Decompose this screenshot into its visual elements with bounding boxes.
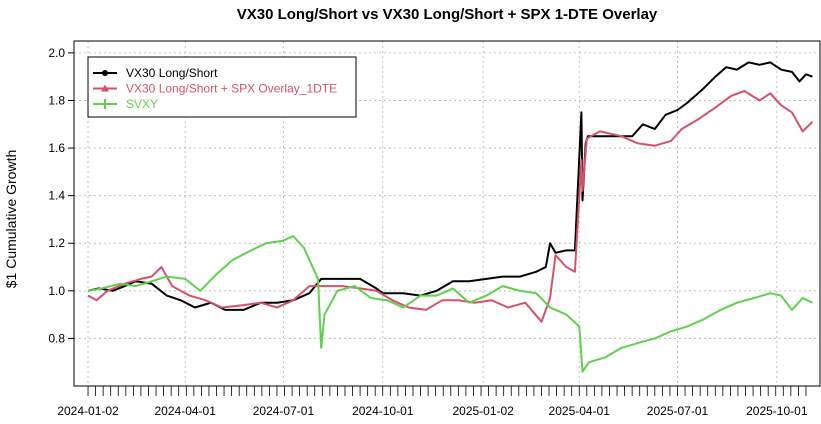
y-tick-label: 1.2 bbox=[48, 236, 65, 250]
x-tick-label: 2024-07-01 bbox=[253, 404, 315, 418]
legend-label-0: VX30 Long/Short bbox=[126, 66, 218, 80]
y-tick-label: 1.6 bbox=[48, 141, 65, 155]
legend-marker-0 bbox=[102, 70, 108, 76]
x-tick-label: 2024-04-01 bbox=[155, 404, 217, 418]
x-tick-label: 2025-10-01 bbox=[746, 404, 808, 418]
grid bbox=[74, 41, 820, 386]
series-layer bbox=[87, 61, 814, 373]
x-tick-label: 2025-07-01 bbox=[647, 404, 709, 418]
x-minor-ticks bbox=[87, 386, 807, 396]
legend-marker-1 bbox=[101, 84, 109, 92]
x-tick-label: 2024-10-01 bbox=[352, 404, 414, 418]
y-tick-label: 2.0 bbox=[48, 46, 65, 60]
x-tick-label: 2024-01-02 bbox=[57, 404, 119, 418]
legend-label-1: VX30 Long/Short + SPX Overlay_1DTE bbox=[126, 82, 337, 96]
legend-box bbox=[87, 56, 357, 118]
y-tick-label: 1.8 bbox=[48, 93, 65, 107]
x-tick-label: 2025-04-01 bbox=[549, 404, 611, 418]
plot-frame bbox=[73, 40, 821, 387]
y-axis-label: $1 Cumulative Growth bbox=[3, 150, 19, 289]
y-tick-label: 0.8 bbox=[48, 331, 65, 345]
series-line-2 bbox=[87, 235, 813, 373]
legend: VX30 Long/Short VX30 Long/Short + SPX Ove… bbox=[87, 56, 357, 118]
chart-title: VX30 Long/Short vs VX30 Long/Short + SPX… bbox=[237, 6, 658, 23]
x-tick-label: 2025-01-02 bbox=[452, 404, 514, 418]
y-tick-label: 1.4 bbox=[48, 189, 65, 203]
x-axis: 2024-01-02 2024-04-01 2024-07-01 2024-10-01… bbox=[57, 386, 808, 418]
series-line-1 bbox=[87, 90, 814, 323]
y-axis: 0.8 1.0 1.2 1.4 1.6 1.8 2.0 bbox=[48, 46, 74, 345]
legend-label-2: SVXY bbox=[126, 97, 158, 111]
y-tick-label: 1.0 bbox=[48, 284, 65, 298]
